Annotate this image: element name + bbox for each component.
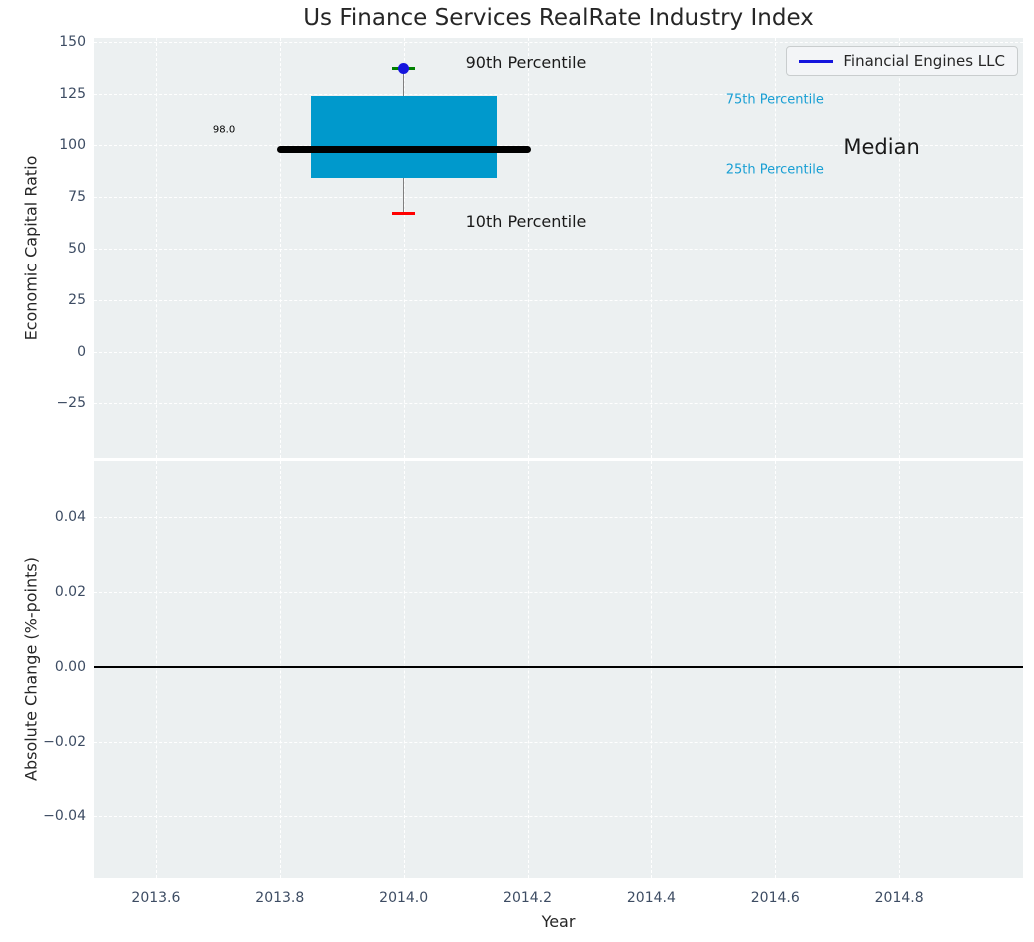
- y-tick-label: 50: [68, 240, 86, 257]
- x-gridline: [899, 461, 901, 878]
- x-tick-label: 2014.0: [379, 890, 429, 906]
- y-tick-label: 0.00: [54, 658, 86, 675]
- top-axes: [94, 38, 1023, 458]
- y-gridline: [94, 351, 1023, 353]
- y-tick-label: 25: [68, 292, 86, 309]
- y-gridline: [94, 816, 1023, 818]
- p10-whisker-cap: [391, 211, 416, 215]
- x-gridline: [527, 38, 529, 458]
- x-tick-label: 2014.4: [626, 890, 676, 906]
- y-tick-label: 100: [59, 137, 86, 154]
- annotation-p25-label: 25th Percentile: [725, 162, 824, 178]
- x-axis-label: Year: [541, 912, 576, 931]
- y-tick-label: 0: [77, 343, 86, 360]
- median-line: [276, 145, 531, 153]
- x-gridline: [403, 38, 405, 458]
- iqr-box: [310, 95, 497, 179]
- y-gridline: [94, 592, 1023, 594]
- legend-label: Financial Engines LLC: [843, 52, 1005, 70]
- x-tick-label: 2013.6: [131, 890, 181, 906]
- x-gridline: [775, 461, 777, 878]
- annotation-p90-label: 90th Percentile: [465, 52, 587, 72]
- x-gridline: [651, 38, 653, 458]
- y-tick-label: −0.04: [43, 808, 86, 825]
- y-tick-label: 0.04: [54, 509, 86, 526]
- x-tick-label: 2014.6: [750, 890, 800, 906]
- x-gridline: [899, 38, 901, 458]
- legend: Financial Engines LLC: [786, 46, 1018, 76]
- x-gridline: [775, 38, 777, 458]
- y-gridline: [94, 42, 1023, 44]
- x-gridline: [403, 461, 405, 878]
- y-gridline: [94, 196, 1023, 198]
- y-tick-label: −0.02: [43, 733, 86, 750]
- x-gridline: [155, 461, 157, 878]
- zero-line: [94, 665, 1023, 668]
- company-marker: [398, 63, 410, 75]
- y-gridline: [94, 517, 1023, 519]
- chart-title: Us Finance Services RealRate Industry In…: [303, 5, 814, 31]
- y-tick-label: 0.02: [54, 584, 86, 601]
- y-gridline: [94, 248, 1023, 250]
- x-gridline: [279, 461, 281, 878]
- annotation-median-label: Median: [843, 135, 920, 160]
- y-tick-label: 150: [59, 34, 86, 51]
- legend-line-swatch: [799, 59, 834, 63]
- y-gridline: [94, 741, 1023, 743]
- x-tick-label: 2013.8: [255, 890, 305, 906]
- y-gridline: [94, 403, 1023, 405]
- x-gridline: [279, 38, 281, 458]
- x-gridline: [651, 461, 653, 878]
- x-tick-label: 2014.2: [503, 890, 553, 906]
- bottom-axes: [94, 461, 1023, 878]
- annotation-median-value: 98.0: [212, 124, 236, 136]
- x-gridline: [155, 38, 157, 458]
- annotation-p75-label: 75th Percentile: [725, 92, 824, 108]
- y-tick-label: −25: [56, 395, 86, 412]
- x-gridline: [527, 461, 529, 878]
- y-gridline: [94, 145, 1023, 147]
- y-tick-label: 125: [59, 85, 86, 102]
- annotation-p10-label: 10th Percentile: [465, 211, 587, 231]
- y-gridline: [94, 300, 1023, 302]
- y-gridline: [94, 93, 1023, 95]
- y-tick-label: 75: [68, 188, 86, 205]
- x-tick-label: 2014.8: [874, 890, 924, 906]
